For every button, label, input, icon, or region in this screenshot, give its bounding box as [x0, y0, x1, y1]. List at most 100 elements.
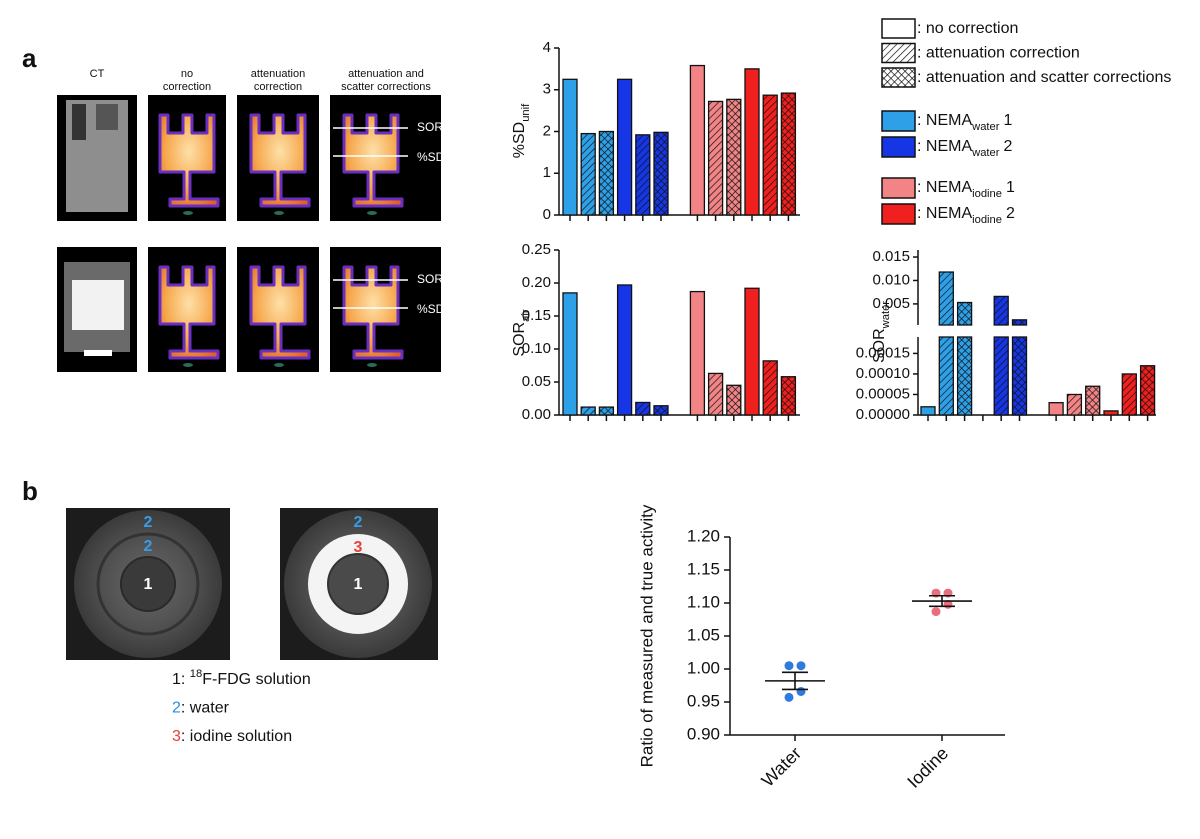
phantom-images [66, 508, 438, 660]
y-axis-label-part: SOR [871, 328, 888, 363]
y-axis-label: SORair [511, 309, 532, 356]
bar [920, 406, 936, 416]
bar [1066, 393, 1083, 416]
point [784, 692, 794, 702]
y-tick-label: 0.05 [522, 373, 551, 390]
bar [762, 360, 778, 416]
legend-label-part: 2 [1003, 138, 1012, 155]
bar [707, 100, 724, 216]
bar [726, 384, 742, 416]
y-axis-label-part: air [520, 309, 532, 322]
image-grid [57, 95, 441, 372]
y-tick-label: 0.15 [522, 307, 551, 324]
point [796, 661, 806, 671]
legend-swatch [881, 18, 916, 39]
legend-label-part: 2 [1006, 205, 1015, 222]
legend-label: : no correction [917, 20, 1018, 37]
y-axis-label-part: water [880, 301, 892, 330]
bar [616, 78, 633, 216]
legend-swatch [881, 203, 916, 225]
bar [938, 271, 954, 326]
bar [562, 78, 578, 216]
y-tick-label: 0.010 [872, 271, 910, 288]
legend-label-part: : NEMA [917, 112, 972, 129]
legend-label: : NEMAwater 1 [917, 112, 1012, 133]
y-tick-label: 1.05 [687, 625, 720, 644]
y-tick-label: 0.00010 [856, 365, 910, 382]
key-entry: 2: water [172, 700, 230, 717]
bar [598, 406, 615, 416]
column-header: CT [90, 68, 105, 80]
y-tick-label: 0.95 [687, 691, 720, 710]
key-number: 3 [172, 728, 181, 745]
bar [689, 64, 706, 216]
image-annotation-part: %SD [417, 302, 445, 316]
legend-label: : NEMAiodine 2 [917, 205, 1015, 226]
bar [580, 406, 596, 416]
point [784, 661, 794, 671]
bar [1011, 319, 1028, 326]
bar [780, 92, 797, 216]
image-marker: 3 [354, 539, 363, 556]
point [796, 686, 806, 696]
bar [744, 68, 760, 216]
bar [1103, 410, 1119, 416]
y-tick-label: 0.90 [687, 724, 720, 743]
column-header: correction [254, 81, 302, 93]
column-header: scatter corrections [341, 81, 431, 93]
bar [993, 295, 1009, 326]
y-tick-label: 0.00 [522, 406, 551, 423]
bar [1121, 373, 1137, 416]
bar [635, 134, 651, 216]
legend-label-part: water [971, 147, 1000, 159]
y-tick-label: 0.00005 [856, 385, 910, 402]
bar [653, 405, 669, 416]
y-tick-label: 0.005 [872, 295, 910, 312]
y-tick-label: 1.00 [687, 658, 720, 677]
bar [635, 401, 651, 416]
image-marker: 2 [144, 538, 153, 555]
bar [653, 131, 669, 216]
x-tick-label: Water [758, 743, 806, 791]
legend-label-part: 1 [1003, 112, 1012, 129]
bar [562, 292, 578, 416]
y-tick-label: 0.10 [522, 340, 551, 357]
key-number: 2 [172, 700, 181, 717]
y-axis-label-part: %SD [511, 122, 528, 158]
y-tick-label: 0.25 [522, 241, 551, 258]
y-tick-label: 3 [543, 81, 551, 98]
key-text: : [181, 671, 190, 688]
key-sup: 18 [190, 668, 202, 680]
bar [744, 287, 760, 416]
y-tick-label: 0.20 [522, 274, 551, 291]
image-annotation: %SDunif [417, 302, 459, 319]
column-header: no [181, 68, 193, 80]
key-entry: 1: 18F-FDG solution [172, 668, 311, 688]
bar [956, 336, 973, 416]
bar [616, 284, 633, 416]
legend-label-part: water [971, 121, 1000, 133]
column-header: correction [163, 81, 211, 93]
image-annotation-part: unif [444, 309, 458, 319]
bar [1139, 365, 1156, 416]
y-axis-label: Ratio of measured and true activity [637, 504, 656, 767]
key-text: : iodine solution [181, 728, 292, 745]
image-marker: 2 [144, 514, 153, 531]
key-text: : water [181, 700, 230, 717]
y-tick-label: 1.20 [687, 526, 720, 545]
legend-swatch [881, 42, 916, 64]
bar [1085, 385, 1101, 416]
point [931, 607, 941, 617]
image-marker: 1 [354, 576, 363, 593]
image-annotation: SORs [417, 120, 449, 134]
bar [580, 132, 596, 216]
y-tick-label: 1.10 [687, 592, 720, 611]
legend-swatch [881, 110, 916, 132]
y-axis-label: SORwater [871, 301, 892, 363]
legend-label-part: : NEMA [917, 179, 972, 196]
legend-swatch [881, 136, 916, 158]
y-tick-label: 2 [543, 122, 551, 139]
bar [993, 336, 1009, 416]
legend-label-part: iodine [972, 214, 1002, 226]
